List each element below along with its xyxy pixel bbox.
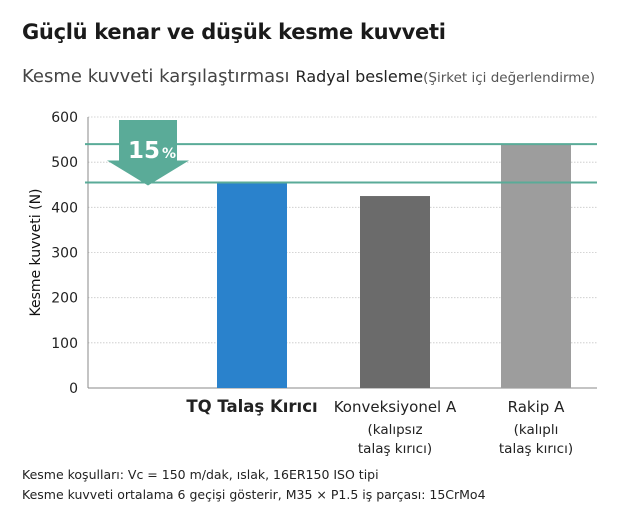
y-tick-label: 500 — [51, 155, 78, 171]
y-tick-label: 100 — [51, 336, 78, 352]
reduction-unit: % — [162, 146, 176, 162]
chart-title: Güçlü kenar ve düşük kesme kuvveti — [22, 20, 446, 44]
y-tick-label: 400 — [51, 200, 78, 216]
reduction-label: 15 — [128, 138, 160, 164]
y-tick-label: 0 — [69, 381, 78, 397]
subtitle-note: (Şirket içi değerlendirme) — [423, 70, 595, 86]
subtitle-main: Kesme kuvveti karşılaştırması — [22, 66, 290, 87]
footer-conditions: Kesme koşulları: Vc = 150 m/dak, ıslak, … — [22, 467, 379, 482]
x-tick-label: TQ Talaş Kırıcı — [162, 397, 342, 417]
subtitle-method: Radyal besleme — [295, 67, 424, 86]
y-tick-label: 300 — [51, 246, 78, 262]
category-note: (kalıpsız talaş kırıcı) — [357, 422, 433, 457]
x-tick-label: Konveksiyonel A (kalıpsız talaş kırıcı) — [305, 397, 485, 459]
category-name: Rakip A — [507, 398, 565, 416]
y-tick-label: 600 — [51, 110, 78, 126]
bar-1 — [217, 182, 287, 388]
bar-2 — [360, 196, 430, 388]
chart-subtitle: Kesme kuvveti karşılaştırması Radyal besl… — [22, 66, 595, 87]
x-tick-label: Rakip A (kalıplı talaş kırıcı) — [446, 397, 626, 459]
category-name: TQ Talaş Kırıcı — [186, 397, 318, 416]
reduction-arrow — [107, 120, 189, 186]
footer-notes: Kesme kuvveti ortalama 6 geçişi gösterir… — [22, 487, 486, 502]
category-note: (kalıplı talaş kırıcı) — [498, 422, 574, 457]
y-axis-label: Kesme kuvveti (N) — [28, 188, 44, 316]
y-tick-label: 200 — [51, 291, 78, 307]
bar-3 — [501, 144, 571, 388]
category-name: Konveksiyonel A — [333, 398, 457, 416]
